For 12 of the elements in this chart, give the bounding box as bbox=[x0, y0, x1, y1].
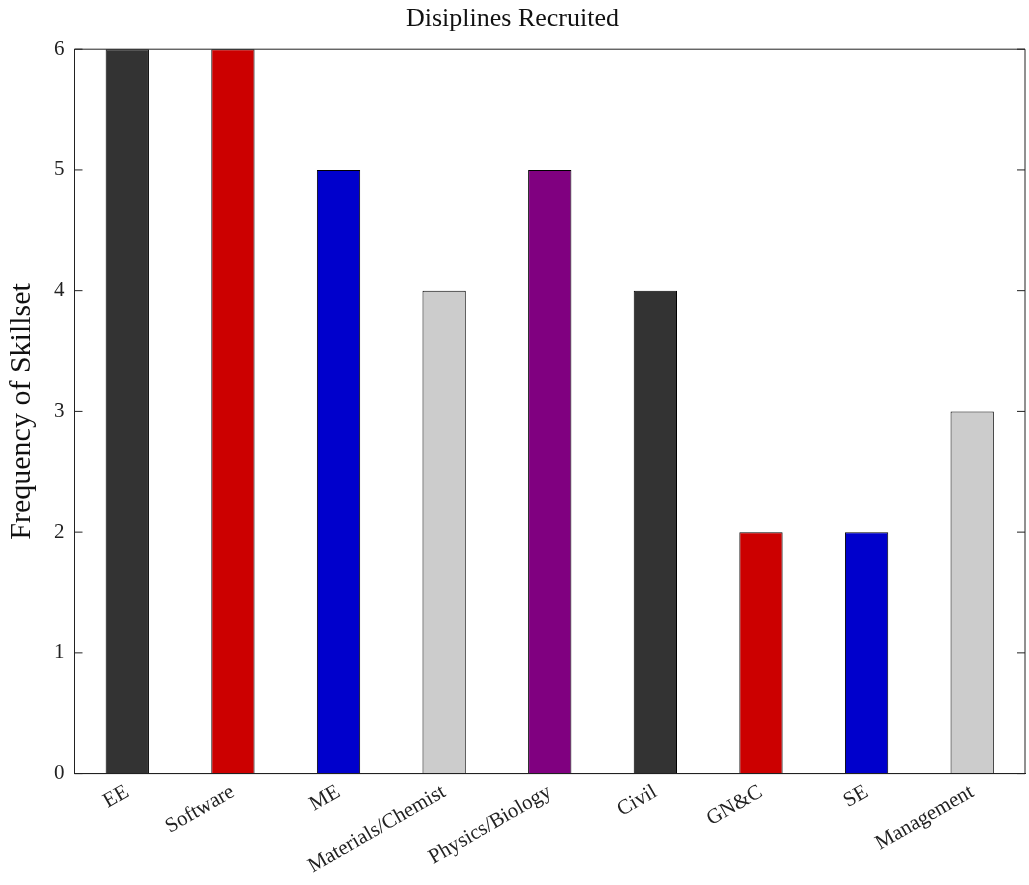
x-tick-label: Civil bbox=[612, 778, 661, 821]
y-tick-label: 0 bbox=[54, 760, 65, 785]
y-axis-title: Frequency of Skillset bbox=[2, 282, 36, 540]
y-tick-label: 2 bbox=[54, 518, 65, 543]
y-tick-label: 3 bbox=[54, 397, 65, 422]
y-tick-label: 5 bbox=[54, 156, 65, 181]
x-tick-label: SE bbox=[838, 778, 872, 812]
y-tick-label: 4 bbox=[54, 277, 65, 302]
x-tick-label: EE bbox=[98, 778, 133, 813]
y-tick-label: 6 bbox=[54, 35, 65, 60]
y-tick-label: 1 bbox=[54, 639, 65, 664]
chart-title: Disiplines Recruited bbox=[405, 3, 620, 33]
